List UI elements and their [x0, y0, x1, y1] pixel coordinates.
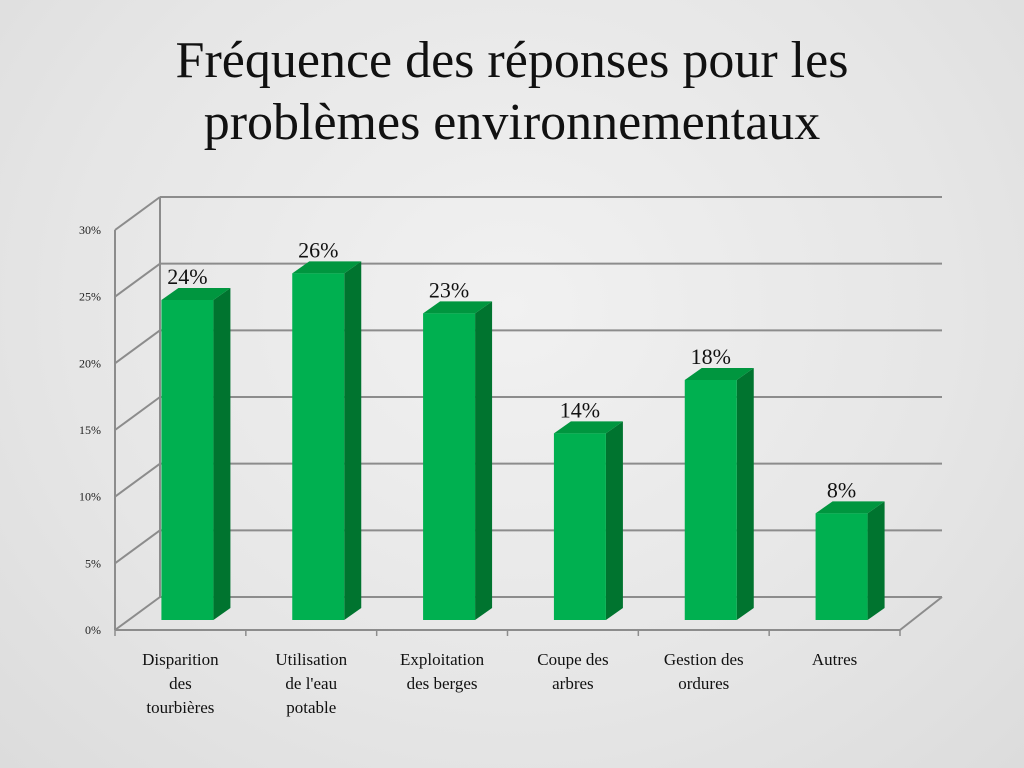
data-label: 8% [827, 477, 856, 502]
category-label-line: Coupe des [537, 650, 608, 669]
category-label-line: arbres [552, 674, 594, 693]
category-label-line: ordures [678, 674, 729, 693]
bar-side [344, 261, 362, 620]
bar-side [867, 501, 885, 620]
gridline-side [114, 262, 161, 298]
category-label: Autres [812, 650, 857, 669]
bar-side [213, 288, 231, 620]
gridline-side [114, 529, 161, 565]
y-tick-label: 15% [79, 423, 101, 437]
bar [815, 513, 868, 620]
bar-side [605, 421, 623, 620]
category-label: Gestion des ordures [664, 650, 744, 693]
gridline-side [114, 329, 161, 365]
floor-edge [899, 596, 943, 631]
category-label: Exploitation des berges [400, 650, 485, 693]
y-tick-label: 30% [79, 223, 101, 237]
gridline-side [114, 596, 161, 631]
category-label-line: potable [286, 698, 336, 717]
bar-side [475, 301, 493, 620]
page-title: Fréquence des réponses pour les problème… [0, 30, 1024, 154]
gridline-side [114, 396, 161, 431]
data-label: 14% [560, 397, 600, 422]
bar [423, 313, 476, 620]
y-tick-label: 25% [79, 290, 101, 304]
y-tick-label: 5% [85, 556, 101, 570]
bar-top [423, 301, 493, 314]
title-line-1: Fréquence des réponses pour les [175, 32, 849, 89]
y-tick-label: 10% [79, 490, 101, 504]
category-label-line: Gestion des [664, 650, 744, 669]
category-label: Utilisation de l'eau potable [275, 650, 347, 717]
category-label-line: de l'eau [285, 674, 337, 693]
data-label: 24% [167, 264, 207, 289]
category-label-line: Disparition [142, 650, 219, 669]
y-tick-label: 20% [79, 356, 101, 370]
category-label-line: des berges [407, 674, 478, 693]
gridline-side [114, 462, 161, 498]
category-label: Coupe des arbres [537, 650, 608, 693]
y-tick-label: 0% [85, 623, 101, 637]
bar-top [553, 421, 623, 434]
bar-top [684, 368, 754, 380]
gridline-side [114, 196, 161, 231]
category-label-line: des [169, 674, 192, 693]
data-label: 18% [691, 344, 731, 369]
bar [292, 273, 345, 620]
category-label: Disparition des tourbières [142, 650, 219, 717]
bar-top [161, 288, 231, 300]
bar [161, 300, 214, 620]
bar-top [815, 501, 885, 514]
bar [684, 380, 737, 620]
bar [553, 433, 606, 620]
data-label: 23% [429, 277, 469, 302]
title-line-2: problèmes environnementaux [203, 94, 821, 151]
category-label-line: Utilisation [275, 650, 347, 669]
bar-top [292, 261, 362, 274]
category-label-line: Exploitation [400, 650, 485, 669]
bar-side [736, 368, 754, 620]
data-label: 26% [298, 237, 338, 262]
category-label-line: tourbières [146, 698, 214, 717]
category-label-line: Autres [812, 650, 857, 669]
